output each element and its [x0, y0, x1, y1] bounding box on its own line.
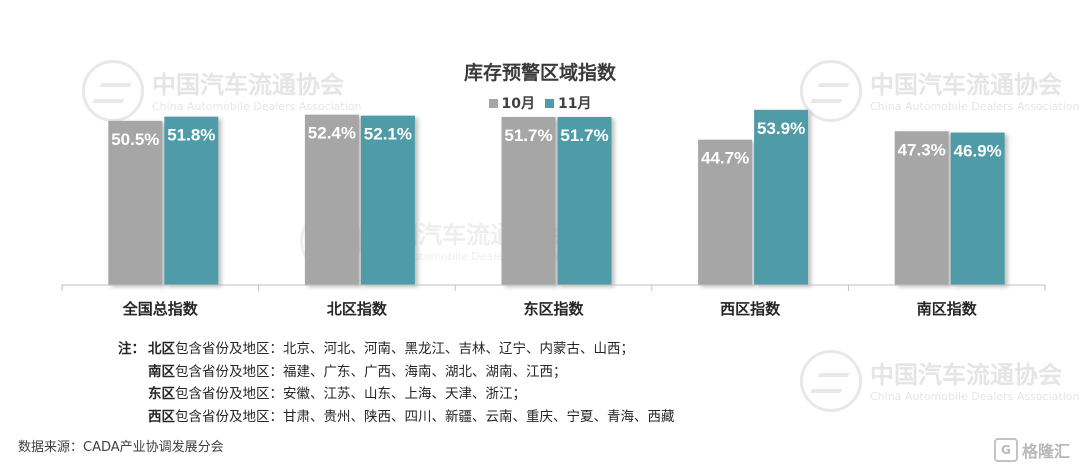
bar-value-label: 50.5%: [111, 130, 159, 149]
note-line: 注： 北区 包含省份及地区：北京、河北、河南、黑龙江、吉林、辽宁、内蒙古、山西；: [118, 338, 675, 361]
bar-value-label: 46.9%: [954, 142, 1002, 161]
data-source: 数据来源：CADA产业协调发展分会: [18, 440, 224, 455]
watermark-cn: 中国汽车流通协会: [152, 69, 344, 99]
note-region: 北区: [148, 341, 175, 357]
note-text: 包含省份及地区：福建、广东、广西、海南、湖北、湖南、江西；: [175, 363, 567, 380]
category-label: 东区指数: [523, 300, 584, 318]
bar-value-label: 51.7%: [560, 126, 608, 145]
bar-nov: [950, 132, 1005, 285]
note-line: 西区 包含省份及地区：甘肃、贵州、陕西、四川、新疆、云南、重庆、宁夏、青海、西藏: [118, 406, 675, 429]
bar-value-label: 52.1%: [364, 125, 412, 144]
legend-item-nov: 11月: [545, 93, 591, 113]
bar-value-label: 52.4%: [308, 124, 356, 143]
brand-logo-icon: G: [993, 438, 1018, 462]
bar-value-label: 53.9%: [757, 119, 805, 138]
bar-value-label: 51.8%: [167, 126, 215, 145]
association-logo-icon: [800, 60, 862, 122]
note-text: 包含省份及地区：安徽、江苏、山东、上海、天津、浙江；: [175, 386, 526, 402]
bar-value-label: 47.3%: [898, 140, 946, 159]
watermark-en: China Automobile Dealers Association: [870, 389, 1080, 403]
bar-value-label: 51.7%: [504, 126, 552, 145]
category-label: 南区指数: [917, 300, 978, 318]
bar-oct: [108, 120, 163, 285]
legend-swatch-nov: [545, 98, 554, 108]
category-label: 北区指数: [327, 300, 388, 318]
watermark-en: China Automobile Dealers Association: [870, 99, 1080, 113]
bar-nov: [754, 109, 809, 285]
bar-oct: [304, 114, 359, 285]
watermark-cn: 中国汽车流通协会: [870, 359, 1062, 389]
notes-block: 注： 北区 包含省份及地区：北京、河北、河南、黑龙江、吉林、辽宁、内蒙古、山西；…: [118, 338, 675, 428]
bar-nov: [557, 116, 612, 285]
watermark-top-left: 中国汽车流通协会 China Automobile Dealers Associ…: [82, 60, 361, 122]
legend-item-oct: 10月: [488, 93, 535, 113]
note-line: 东区 包含省份及地区：安徽、江苏、山东、上海、天津、浙江；: [118, 383, 675, 406]
note-text: 包含省份及地区：北京、河北、河南、黑龙江、吉林、辽宁、内蒙古、山西；: [175, 341, 634, 357]
watermark-bottom-right: 中国汽车流通协会 China Automobile Dealers Associ…: [800, 350, 1079, 412]
note-region: 东区: [148, 386, 175, 402]
bar-oct: [698, 139, 753, 285]
brand-text: 格隆汇: [1021, 442, 1070, 461]
chart-title: 库存预警区域指数: [463, 62, 616, 84]
bar-nov: [360, 115, 415, 285]
bar-chart: 50.5% 51.8% 52.4% 52.1% 51.7% 51.7% 44.7% 53.9%…: [61, 109, 1046, 318]
legend-swatch-oct: [488, 98, 498, 108]
chart-legend: 10月 11月: [0, 93, 1080, 113]
note-text: 包含省份及地区：甘肃、贵州、陕西、四川、新疆、云南、重庆、宁夏、青海、西藏: [175, 408, 675, 425]
bar-value-label: 44.7%: [701, 149, 749, 168]
note-line: 南区 包含省份及地区：福建、广东、广西、海南、湖北、湖南、江西；: [118, 361, 675, 384]
category-label: 西区指数: [720, 300, 781, 318]
association-logo-icon: [82, 60, 144, 122]
note-region: 南区: [148, 363, 175, 380]
bar-nov: [164, 116, 219, 286]
legend-label-nov: 11月: [558, 96, 592, 112]
legend-label-oct: 10月: [501, 96, 535, 112]
bar-oct: [501, 116, 556, 285]
brand-watermark: G 格隆汇: [993, 438, 1070, 462]
watermark-top-right: 中国汽车流通协会 China Automobile Dealers Associ…: [800, 60, 1079, 122]
note-prefix: 注：: [118, 341, 145, 357]
note-region: 西区: [148, 408, 175, 425]
bar-oct: [894, 131, 949, 285]
watermark-cn: 中国汽车流通协会: [870, 69, 1062, 99]
category-label: 全国总指数: [122, 300, 199, 318]
association-logo-icon: [800, 350, 862, 412]
watermark-en: China Automobile Dealers Association: [152, 99, 362, 113]
